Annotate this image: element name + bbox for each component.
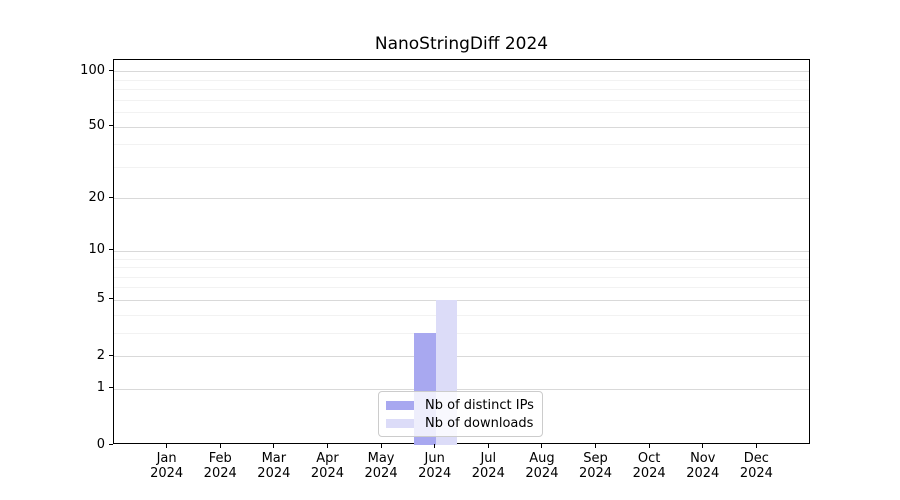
y-tick-label: 5: [96, 291, 105, 307]
x-tick-label: Jul 2024: [471, 451, 505, 481]
y-tick-mark: [109, 125, 113, 127]
y-tick-mark: [109, 196, 113, 198]
y-tick-mark: [109, 69, 113, 71]
legend-swatch-downloads: [386, 418, 414, 428]
gridline-major: [114, 388, 809, 390]
y-tick-mark: [109, 387, 113, 389]
legend-row-downloads: Nb of downloads: [386, 416, 542, 431]
gridline-major: [114, 356, 809, 358]
gridline-minor: [114, 99, 809, 101]
gridline-major: [114, 299, 809, 301]
gridline-minor: [114, 332, 809, 334]
y-tick-mark: [109, 354, 113, 356]
y-tick-label: 2: [96, 347, 105, 363]
x-tick-label: Apr 2024: [310, 451, 344, 481]
x-tick-mark: [166, 444, 168, 448]
gridline-major: [114, 250, 809, 252]
x-tick-mark: [648, 444, 650, 448]
gridline-major: [114, 126, 809, 128]
legend-swatch-distinct-ips: [386, 400, 414, 410]
legend-label-downloads: Nb of downloads: [425, 415, 534, 431]
x-tick-mark: [434, 444, 436, 448]
x-tick-mark: [380, 444, 382, 448]
x-tick-label: Jan 2024: [150, 451, 184, 481]
x-tick-label: Dec 2024: [739, 451, 773, 481]
gridline-minor: [114, 79, 809, 81]
y-tick-mark: [109, 249, 113, 251]
x-tick-mark: [702, 444, 704, 448]
x-tick-label: Nov 2024: [686, 451, 720, 481]
gridline-major: [114, 198, 809, 200]
gridline-minor: [114, 267, 809, 269]
x-tick-mark: [487, 444, 489, 448]
x-tick-label: Oct 2024: [632, 451, 666, 481]
gridline-minor: [114, 287, 809, 289]
x-tick-label: Sep 2024: [578, 451, 613, 481]
gridline-minor: [114, 258, 809, 260]
x-tick-label: Aug 2024: [525, 451, 559, 481]
y-tick-mark: [109, 298, 113, 300]
legend-label-distinct-ips: Nb of distinct IPs: [425, 397, 534, 413]
y-tick-label: 50: [88, 118, 105, 134]
x-tick-label: May 2024: [364, 451, 398, 481]
x-tick-mark: [595, 444, 597, 448]
y-tick-label: 0: [96, 436, 105, 452]
gridline-major: [114, 71, 809, 73]
x-tick-mark: [541, 444, 543, 448]
x-tick-mark: [755, 444, 757, 448]
gridline-minor: [114, 276, 809, 278]
y-tick-label: 1: [96, 380, 105, 396]
legend-row-distinct-ips: Nb of distinct IPs: [386, 398, 542, 413]
x-tick-label: Jun 2024: [418, 451, 452, 481]
plot-area: [113, 59, 810, 445]
gridline-minor: [114, 112, 809, 114]
x-tick-label: Feb 2024: [203, 451, 237, 481]
y-tick-label: 100: [80, 62, 105, 78]
x-tick-mark: [219, 444, 221, 448]
y-tick-mark: [109, 443, 113, 445]
x-tick-label: Mar 2024: [257, 451, 291, 481]
gridline-minor: [114, 89, 809, 91]
legend: Nb of distinct IPs Nb of downloads: [378, 391, 543, 437]
y-tick-label: 20: [88, 189, 105, 205]
x-tick-mark: [273, 444, 275, 448]
chart-title: NanoStringDiff 2024: [374, 34, 549, 54]
gridline-minor: [114, 314, 809, 316]
y-tick-label: 10: [88, 242, 105, 258]
gridline-minor: [114, 144, 809, 146]
x-tick-mark: [326, 444, 328, 448]
gridline-minor: [114, 166, 809, 168]
